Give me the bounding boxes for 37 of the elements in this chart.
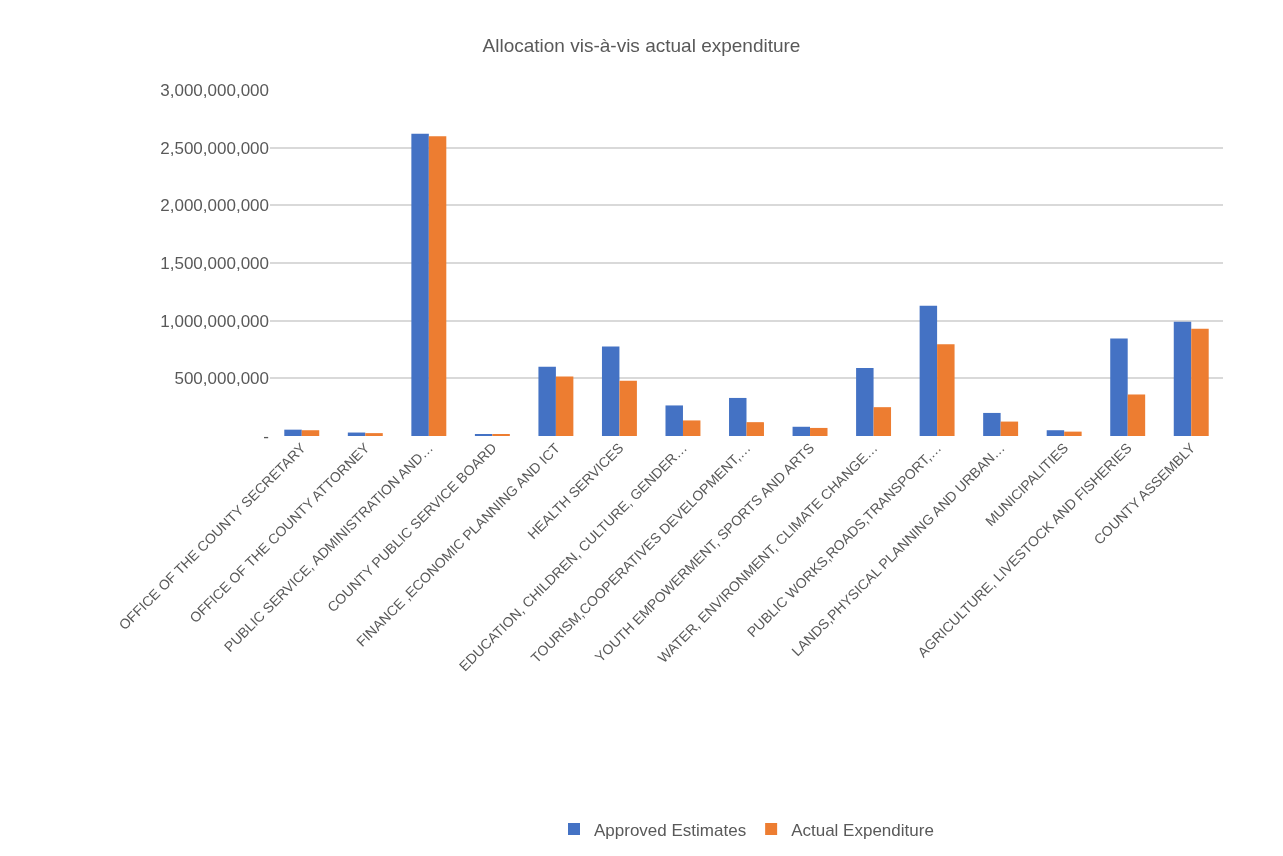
y-tick-label: 2,500,000,000	[160, 138, 269, 158]
y-tick-label: 1,000,000,000	[160, 311, 269, 331]
bar	[919, 305, 938, 436]
bar	[810, 427, 828, 436]
bar	[1110, 338, 1128, 436]
bar	[411, 133, 429, 436]
bar	[983, 412, 1001, 436]
bar	[301, 430, 320, 436]
legend-label: Approved Estimates	[594, 820, 747, 840]
bar	[1173, 321, 1192, 436]
bar	[601, 346, 620, 436]
bar	[873, 407, 892, 436]
bar	[538, 366, 556, 436]
bar	[284, 429, 302, 436]
bar	[729, 397, 747, 436]
y-tick-label: 1,500,000,000	[160, 253, 269, 273]
y-tick-label: 500,000,000	[174, 369, 269, 389]
bar	[792, 426, 811, 436]
y-tick-label: -	[263, 426, 269, 446]
bar	[665, 405, 683, 436]
bar	[1127, 394, 1146, 436]
bar	[937, 344, 955, 436]
bar	[619, 380, 637, 436]
y-tick-label: 3,000,000,000	[160, 80, 269, 100]
bar	[428, 136, 447, 436]
bar	[1000, 421, 1019, 436]
y-tick-label: 2,000,000,000	[160, 196, 269, 216]
bar	[555, 376, 574, 436]
bar	[746, 422, 764, 436]
bar	[1191, 328, 1209, 436]
bar	[1064, 431, 1082, 436]
bar	[682, 420, 701, 436]
legend-label: Actual Expenditure	[791, 820, 934, 840]
chart-title: Allocation vis-à-vis actual expenditure	[482, 34, 801, 56]
bar	[365, 433, 383, 436]
bar	[856, 367, 874, 436]
bar	[1046, 430, 1065, 436]
